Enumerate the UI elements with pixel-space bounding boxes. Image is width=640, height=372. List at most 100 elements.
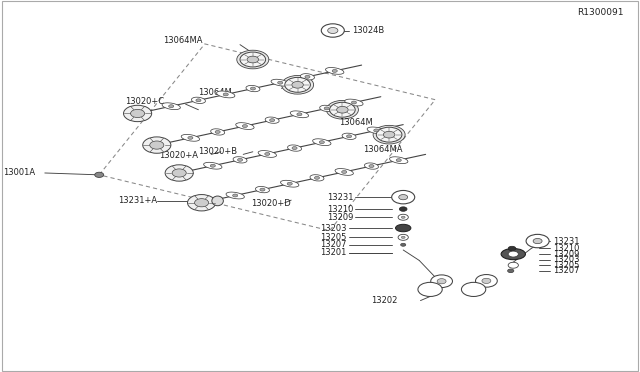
Ellipse shape <box>236 123 254 129</box>
Circle shape <box>165 165 193 181</box>
Text: 13209: 13209 <box>553 250 579 259</box>
Ellipse shape <box>181 134 200 141</box>
Circle shape <box>196 99 201 102</box>
Ellipse shape <box>320 105 333 112</box>
Circle shape <box>287 182 292 185</box>
Ellipse shape <box>365 163 378 169</box>
Ellipse shape <box>271 79 289 86</box>
Text: 13203: 13203 <box>553 255 579 264</box>
Text: 13064M: 13064M <box>339 118 373 127</box>
Text: 13001A: 13001A <box>3 168 35 177</box>
Ellipse shape <box>204 162 222 169</box>
Text: 13207: 13207 <box>321 240 347 249</box>
Circle shape <box>376 127 402 142</box>
Circle shape <box>95 172 104 177</box>
Text: 13207: 13207 <box>553 266 579 275</box>
Text: 13209: 13209 <box>327 213 353 222</box>
Text: 13020+A: 13020+A <box>159 151 198 160</box>
Text: 13231+A: 13231+A <box>118 196 157 205</box>
Circle shape <box>237 158 243 161</box>
Circle shape <box>250 87 255 90</box>
Text: 13020+C: 13020+C <box>125 97 164 106</box>
Text: 13210: 13210 <box>327 205 353 214</box>
Circle shape <box>247 56 259 63</box>
Ellipse shape <box>290 111 308 118</box>
Circle shape <box>260 188 265 191</box>
Ellipse shape <box>310 175 324 181</box>
Circle shape <box>297 113 302 116</box>
Circle shape <box>215 131 220 134</box>
Circle shape <box>396 159 401 162</box>
Circle shape <box>399 207 407 211</box>
Ellipse shape <box>216 91 235 98</box>
Circle shape <box>265 153 270 155</box>
Circle shape <box>398 214 408 220</box>
Circle shape <box>285 77 310 92</box>
Ellipse shape <box>265 117 279 124</box>
Circle shape <box>398 234 408 240</box>
Text: 13024B: 13024B <box>352 26 384 35</box>
Circle shape <box>326 100 358 119</box>
Ellipse shape <box>367 127 385 134</box>
Text: 13205: 13205 <box>321 233 347 242</box>
Circle shape <box>399 195 408 200</box>
Circle shape <box>482 278 491 283</box>
Text: 13201: 13201 <box>321 248 347 257</box>
Ellipse shape <box>191 97 205 103</box>
Circle shape <box>169 105 174 108</box>
Circle shape <box>330 102 355 117</box>
Circle shape <box>240 52 266 67</box>
Text: 13231: 13231 <box>327 193 353 202</box>
Text: 13210: 13210 <box>553 244 579 253</box>
Circle shape <box>292 81 303 88</box>
Text: 13231: 13231 <box>553 237 579 246</box>
Circle shape <box>124 105 152 122</box>
Text: R1300091: R1300091 <box>577 8 624 17</box>
Circle shape <box>269 119 275 122</box>
Circle shape <box>461 282 486 296</box>
Text: 13020+B: 13020+B <box>198 147 237 156</box>
Circle shape <box>321 24 344 37</box>
Circle shape <box>172 169 186 177</box>
Circle shape <box>282 76 314 94</box>
Circle shape <box>188 136 193 139</box>
Text: 13020+D: 13020+D <box>251 199 291 208</box>
Circle shape <box>533 238 542 244</box>
Circle shape <box>401 243 406 246</box>
Circle shape <box>508 251 518 257</box>
Circle shape <box>305 75 310 78</box>
Ellipse shape <box>396 224 411 232</box>
Circle shape <box>437 279 446 284</box>
Ellipse shape <box>342 133 356 140</box>
Circle shape <box>328 28 338 33</box>
Circle shape <box>188 195 216 211</box>
Circle shape <box>143 137 171 153</box>
Ellipse shape <box>390 157 408 164</box>
Ellipse shape <box>335 169 353 175</box>
Ellipse shape <box>501 248 525 260</box>
Ellipse shape <box>258 151 276 157</box>
Circle shape <box>278 81 283 84</box>
Circle shape <box>243 125 248 128</box>
Circle shape <box>332 70 337 73</box>
Ellipse shape <box>226 192 244 199</box>
Ellipse shape <box>246 86 260 92</box>
Circle shape <box>292 147 297 150</box>
Ellipse shape <box>233 157 247 163</box>
Ellipse shape <box>345 99 363 106</box>
Circle shape <box>131 109 145 118</box>
Circle shape <box>337 106 348 113</box>
Circle shape <box>346 135 351 138</box>
Circle shape <box>508 262 518 268</box>
Circle shape <box>237 50 269 69</box>
Ellipse shape <box>212 196 223 206</box>
Ellipse shape <box>287 145 301 151</box>
Circle shape <box>418 282 442 296</box>
Ellipse shape <box>162 103 180 110</box>
Circle shape <box>369 164 374 167</box>
Circle shape <box>392 190 415 204</box>
Circle shape <box>508 246 516 251</box>
Circle shape <box>233 194 238 197</box>
Circle shape <box>324 107 329 110</box>
Ellipse shape <box>326 67 344 74</box>
